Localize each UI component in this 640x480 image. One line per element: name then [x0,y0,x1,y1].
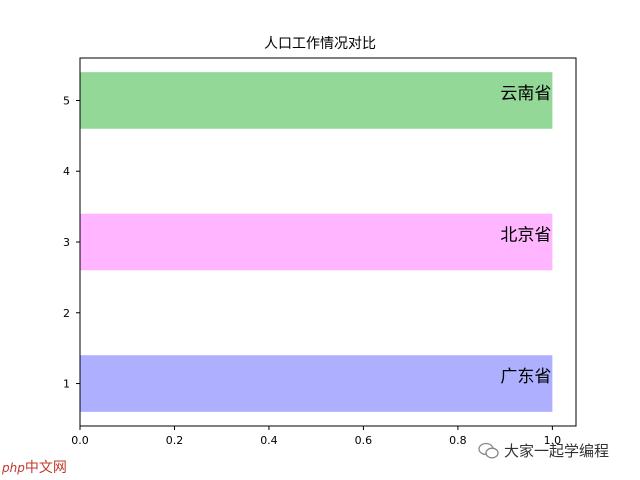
bar-2 [80,213,553,271]
x-tick-label-0: 0.0 [71,434,89,447]
bar-1 [80,355,553,412]
wechat-icon [478,442,500,460]
x-tick-label-1: 0.2 [166,434,184,447]
chart-title: 人口工作情况对比 [264,36,376,52]
watermark-left-text: 中文网 [24,460,67,476]
x-tick-label-2: 0.4 [260,434,278,447]
watermark-left-prefix: php [2,461,25,475]
bar-3 [80,72,553,129]
x-tick-label-5: 1.0 [544,434,562,447]
y-tick-label-1: 2 [63,307,70,320]
watermark-left: php中文网 [2,457,67,477]
bar-label-1: 广东省 [500,367,551,387]
watermark-right-text: 大家一起学编程 [504,442,610,460]
y-tick-label-2: 3 [63,236,70,249]
y-tick-label-3: 4 [63,165,70,178]
y-tick-label-4: 5 [63,94,70,107]
y-tick-label-0: 1 [63,378,70,391]
x-tick-label-4: 0.8 [449,434,467,447]
x-tick-label-3: 0.6 [355,434,373,447]
bars-group [80,72,553,412]
y-axis-ticks: 1 2 3 4 5 [63,94,80,391]
x-axis-ticks: 0.0 0.2 0.4 0.6 0.8 1.0 [71,426,561,447]
watermark-right: 大家一起学编程 [478,440,609,461]
bar-label-2: 北京省 [500,226,551,246]
bar-label-3: 云南省 [500,84,551,104]
